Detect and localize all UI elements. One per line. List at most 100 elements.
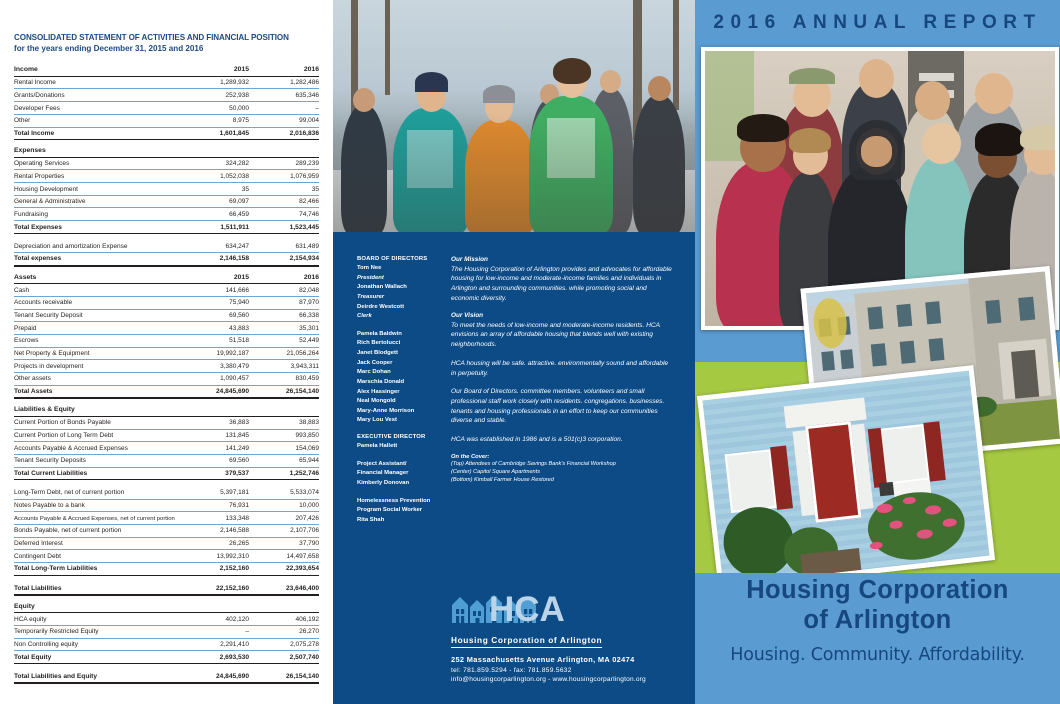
table-row: Total Expenses 1,511,911 1,523,445 (14, 220, 319, 234)
row-value-2015: 43,883 (181, 321, 249, 335)
row-value-2015: 1,601,845 (181, 127, 249, 141)
table-row: Projects in development 3,380,479 3,943,31… (14, 359, 319, 374)
row-value-2015: 2,146,588 (181, 524, 249, 538)
row-value-2015: 2,693,530 (181, 650, 249, 665)
board-members-list: Pamela Baldwin Rich Bertolucci Janet Blodg… (357, 330, 439, 426)
table-row: Rental Income 1,289,932 1,282,486 (14, 76, 319, 90)
row-label: Net Property & Equipment (14, 347, 181, 361)
table-row: Deferred Interest 26,265 37,790 (14, 537, 319, 551)
row-value-2015: 252,938 (181, 88, 249, 103)
cover-credit: (Bottom) Kimball Farmer House Restored (451, 477, 554, 484)
statement-title: CONSOLIDATED STATEMENT OF ACTIVITIES AND… (14, 33, 289, 42)
org-title-line2: of Arlington (803, 605, 952, 634)
table-row: Operating Services 324,282 289,239 (14, 157, 319, 171)
row-value-2015: 50,000 (181, 101, 249, 115)
table-row: Cash 141,666 82,048 (14, 283, 319, 297)
row-value-2016: 26,270 (249, 625, 319, 639)
statement-subtitle: for the years ending December 31, 2015 a… (14, 43, 204, 53)
row-label: Contingent Debt (14, 549, 181, 563)
row-label: Accounts Payable & Accrued Expenses, net… (14, 511, 181, 525)
row-label: Grants/Donations (14, 88, 181, 103)
table-row: Total Liabilities 22,152,160 23,646,400 (14, 582, 319, 596)
row-value-2015: 1,090,457 (181, 372, 249, 386)
row-value-2015: 24,845,690 (181, 385, 249, 400)
board-member-name: Rich Bertolucci (357, 340, 401, 347)
cover-bottom-band: Housing Corporation of Arlington Housing… (695, 573, 1060, 704)
board-member-name: Marc Dohan (357, 369, 391, 376)
row-label: Total Long-Term Liabilities (14, 562, 181, 576)
row-value-2015: 36,883 (181, 416, 249, 430)
row-value-2016: 830,459 (249, 372, 319, 386)
row-label: Deferred Interest (14, 537, 181, 551)
hca-wordmark: HCA (489, 590, 565, 629)
row-label: Developer Fees (14, 101, 181, 115)
table-row: Temporarily Restricted Equity –26,270 (14, 625, 319, 639)
row-value-2016: 74,746 (249, 207, 319, 222)
row-value-2015: 13,992,310 (181, 549, 249, 563)
year-b-header (249, 398, 319, 417)
row-value-2016: 1,076,959 (249, 169, 319, 184)
row-value-2016: 406,192 (249, 612, 319, 627)
row-value-2015: 634,247 (181, 240, 249, 254)
staff-name: Kimberly Donovan (357, 479, 410, 486)
board-member-name: Pamela Baldwin (357, 330, 402, 337)
row-value-2015: 35 (181, 182, 249, 196)
exec-director-heading: EXECUTIVE DIRECTOR (357, 434, 426, 440)
row-label: Bonds Payable, net of current portion (14, 524, 181, 538)
on-the-cover-heading: On the Cover: (451, 453, 490, 460)
section-header-row: Assets 2015 2016 (14, 265, 319, 285)
row-value-2016: 2,016,836 (249, 127, 319, 141)
row-value-2016: 21,056,264 (249, 347, 319, 361)
row-value-2016: 2,107,706 (249, 524, 319, 538)
row-value-2015: 141,666 (181, 283, 249, 297)
row-value-2016: 10,000 (249, 499, 319, 513)
staff-name: Rita Shah (357, 516, 385, 523)
financial-table: Income 2015 2016 Rental Income 1,289,932 1,28… (14, 63, 319, 685)
row-label: Other assets (14, 372, 181, 386)
table-row: Grants/Donations 252,938 635,346 (14, 88, 319, 103)
row-value-2016: 993,850 (249, 429, 319, 443)
row-value-2016: 631,489 (249, 240, 319, 254)
section-header: Liabilities & Equity (14, 398, 181, 417)
row-value-2016: 66,338 (249, 309, 319, 323)
table-row: Total Income 1,601,845 2,016,836 (14, 127, 319, 141)
row-value-2016: 154,069 (249, 441, 319, 455)
row-value-2015: 8,975 (181, 114, 249, 128)
row-value-2016: 3,943,311 (249, 359, 319, 374)
row-value-2016: 1,282,486 (249, 76, 319, 90)
row-label: Total Current Liabilities (14, 467, 181, 481)
section-header-row: Income 2015 2016 (14, 63, 319, 77)
row-label: General & Administrative (14, 195, 181, 209)
row-value-2015: 2,146,158 (181, 252, 249, 267)
row-value-2016: 2,507,740 (249, 650, 319, 665)
vision-heading: Our Vision (451, 312, 484, 320)
year-b-header (249, 594, 319, 614)
row-label: Total expenses (14, 252, 181, 267)
officer-role: President (357, 274, 384, 281)
table-row: Current Portion of Bonds Payable 36,883 38… (14, 416, 319, 430)
row-value-2015: 402,120 (181, 612, 249, 627)
board-member-name: Jack Cooper (357, 359, 393, 366)
phone-line: tel: 781.859.5294 - fax: 781.859.5632 (451, 666, 572, 674)
staff-title: Program Social Worker (357, 507, 423, 514)
section-header-row: Liabilities & Equity (14, 398, 319, 417)
row-value-2016: 26,154,140 (249, 385, 319, 400)
org-title-line1: Housing Corporation (746, 576, 1009, 604)
table-row: General & Administrative 69,097 82,466 (14, 195, 319, 209)
table-row: Housing Development 35 35 (14, 182, 319, 196)
row-value-2016: 14,497,658 (249, 549, 319, 563)
row-label: Rental Income (14, 76, 181, 90)
table-row: Other 8,975 99,004 (14, 114, 319, 128)
table-row: Tenant Security Deposit 69,560 66,338 (14, 309, 319, 323)
table-row: Notes Payable to a bank 76,931 10,000 (14, 499, 319, 513)
year-a-header (181, 398, 249, 417)
officer-name: Jonathan Wallach (357, 284, 407, 291)
row-label: Current Portion of Bonds Payable (14, 416, 181, 430)
section-header: Expenses (14, 139, 181, 158)
year-a-header: 2015 (181, 63, 249, 77)
row-label: Current Portion of Long Term Debt (14, 429, 181, 443)
board-member-name: Marschia Donald (357, 378, 405, 385)
row-value-2016: 2,154,934 (249, 252, 319, 267)
row-label: Accounts receivable (14, 296, 181, 310)
financial-statement-panel: CONSOLIDATED STATEMENT OF ACTIVITIES AND… (0, 0, 333, 704)
